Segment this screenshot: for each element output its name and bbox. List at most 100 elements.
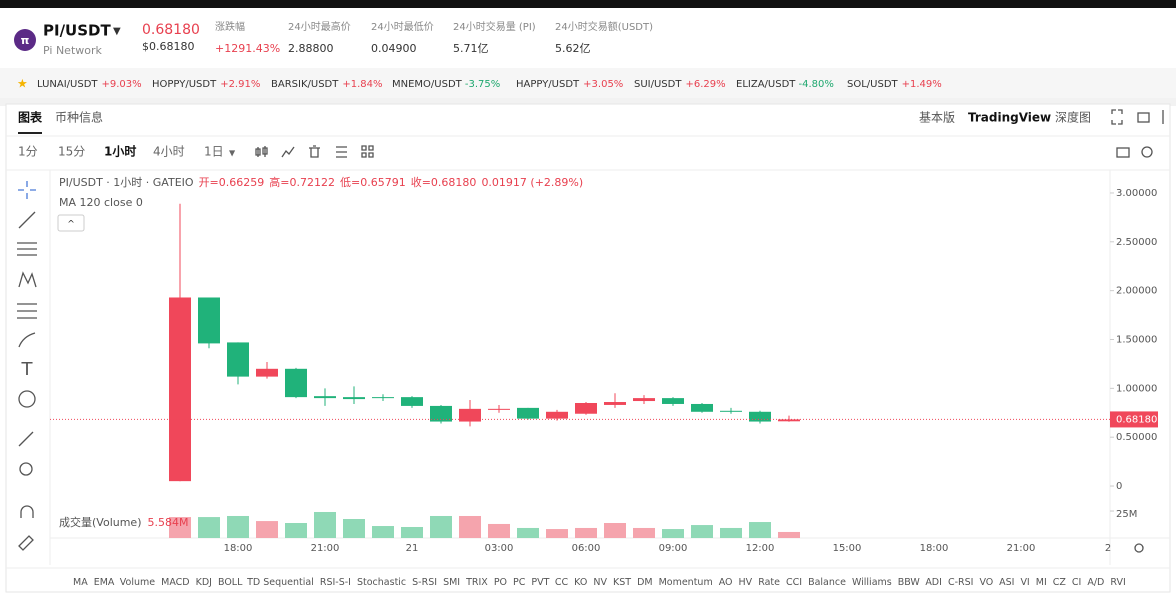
indicator[interactable]: HV [739, 577, 753, 588]
trendline-tool[interactable] [18, 211, 36, 229]
list-icon[interactable] [336, 146, 347, 158]
pencil-tool[interactable] [18, 535, 34, 551]
ticker-change[interactable]: +1.84% [342, 79, 382, 90]
indicator[interactable]: Williams [852, 577, 892, 588]
dropdown-arrow[interactable]: ▼ [113, 26, 121, 37]
crosshair-tool[interactable] [18, 181, 36, 199]
indicator[interactable]: RSI-S-I [320, 577, 351, 588]
indicator[interactable]: CC [555, 577, 569, 588]
indicator[interactable]: KO [574, 577, 587, 588]
indicator[interactable]: CI [1072, 577, 1081, 588]
text-tool[interactable]: T [21, 359, 34, 380]
indicator[interactable]: KDJ [196, 577, 212, 588]
indicator[interactable]: Volume [120, 577, 155, 588]
trash-icon[interactable] [309, 145, 320, 158]
tab[interactable]: 币种信息 [55, 110, 103, 125]
indicator[interactable]: PVT [531, 577, 549, 588]
indicator[interactable]: S-RSI [412, 577, 437, 588]
ticker-pair[interactable]: LUNAI/USDT [37, 79, 98, 90]
ticker-change[interactable]: -4.80% [798, 79, 833, 90]
indicator[interactable]: CZ [1053, 577, 1067, 588]
ticker-change[interactable]: +1.49% [902, 79, 942, 90]
indicator[interactable]: ADI [925, 577, 942, 588]
indicator[interactable]: TRIX [465, 577, 488, 588]
ruler-tool[interactable] [18, 431, 34, 447]
ticker-pair[interactable]: BARSIK/USDT [271, 79, 339, 90]
indicator[interactable]: A/D [1087, 577, 1104, 588]
collapse-button[interactable] [57, 214, 85, 232]
ticker-change[interactable]: -3.75% [465, 79, 500, 90]
interval[interactable]: 1分 [18, 145, 38, 159]
ticker-item[interactable]: SOL/USDT +1.49% [847, 79, 942, 90]
indicator[interactable]: C-RSI [948, 577, 974, 588]
ticker-change[interactable]: +9.03% [102, 79, 142, 90]
settings-icon[interactable] [1134, 543, 1144, 553]
settings-icon[interactable] [1141, 146, 1153, 158]
fullscreen-icon[interactable] [1111, 109, 1123, 125]
star-icon[interactable]: ★ [17, 77, 28, 91]
fib-tool[interactable] [17, 242, 37, 256]
interval[interactable]: 1日 [204, 145, 224, 159]
collapse-glyph[interactable]: ^ [67, 220, 75, 230]
interval[interactable]: 1小时 [104, 144, 136, 159]
tab[interactable]: 图表 [18, 110, 43, 125]
indicator[interactable]: MACD [161, 577, 189, 588]
ticker-change[interactable]: +3.05% [583, 79, 623, 90]
line-icon[interactable] [281, 146, 295, 158]
grid-icon[interactable] [361, 145, 374, 158]
magnet-tool[interactable] [20, 505, 34, 518]
ticker-pair[interactable]: HAPPY/USDT [516, 79, 580, 90]
interval[interactable]: 15分 [58, 145, 85, 159]
indicator[interactable]: SMI [443, 577, 460, 588]
indicator[interactable]: MI [1036, 577, 1047, 588]
camera-icon[interactable] [1116, 147, 1130, 158]
indicator[interactable]: Stochastic [357, 577, 406, 588]
indicator[interactable]: BBW [898, 577, 921, 588]
pattern-tool[interactable] [18, 271, 37, 288]
ticker-pair[interactable]: HOPPY/USDT [152, 79, 217, 90]
indicator[interactable]: DM [637, 577, 653, 588]
indicator[interactable]: Balance [808, 577, 846, 588]
ticker-item[interactable]: BARSIK/USDT +1.84% [271, 79, 383, 90]
ticker-pair[interactable]: SUI/USDT [634, 79, 682, 90]
view-option[interactable]: 基本版 [919, 111, 955, 125]
indicator[interactable]: PC [513, 577, 526, 588]
ticker-change[interactable]: +2.91% [220, 79, 260, 90]
projection-tool[interactable] [17, 303, 37, 319]
indicator[interactable]: KST [613, 577, 631, 588]
drawing-tools[interactable]: T [17, 181, 37, 551]
indicator[interactable]: EMA [94, 577, 115, 588]
ticker-item[interactable]: SUI/USDT +6.29% [634, 79, 726, 90]
ticker-pair[interactable]: ELIZA/USDT [736, 79, 796, 90]
indicator[interactable]: CCI [786, 577, 802, 588]
candle-icon[interactable] [255, 146, 268, 157]
indicator[interactable]: MA [73, 577, 88, 588]
emoji-tool[interactable] [18, 390, 36, 408]
indicator[interactable]: RVI [1110, 577, 1125, 588]
indicator[interactable]: PO [494, 577, 507, 588]
indicator[interactable]: Rate [758, 577, 780, 588]
ticker-item[interactable]: LUNAI/USDT +9.03% [37, 79, 142, 90]
view-option[interactable]: TradingView [968, 111, 1051, 125]
window-icon[interactable] [1137, 112, 1150, 123]
indicator[interactable]: AO [719, 577, 733, 588]
indicator[interactable]: TD Sequential [246, 577, 314, 588]
ticker-item[interactable]: ELIZA/USDT -4.80% [736, 79, 834, 90]
ticker-change[interactable]: +6.29% [685, 79, 725, 90]
indicator[interactable]: BOLL [218, 577, 243, 588]
indicator[interactable]: VI [1020, 577, 1029, 588]
brush-tool[interactable] [18, 332, 36, 348]
indicator[interactable]: Momentum [659, 577, 713, 588]
interval[interactable]: 4小时 [153, 145, 185, 159]
toolbar-icons[interactable] [255, 109, 1164, 553]
indicator[interactable]: ASI [999, 577, 1014, 588]
indicator[interactable]: VO [979, 577, 993, 588]
ticker-item[interactable]: HAPPY/USDT +3.05% [516, 79, 623, 90]
interval-dropdown[interactable]: ▼ [229, 149, 236, 158]
zoom-tool[interactable] [19, 462, 33, 476]
view-option[interactable]: 深度图 [1055, 110, 1091, 125]
ticker-item[interactable]: HOPPY/USDT +2.91% [152, 79, 260, 90]
ticker-pair[interactable]: SOL/USDT [847, 79, 899, 90]
ticker-pair[interactable]: MNEMO/USDT [392, 79, 463, 90]
ticker-item[interactable]: MNEMO/USDT -3.75% [392, 79, 500, 90]
